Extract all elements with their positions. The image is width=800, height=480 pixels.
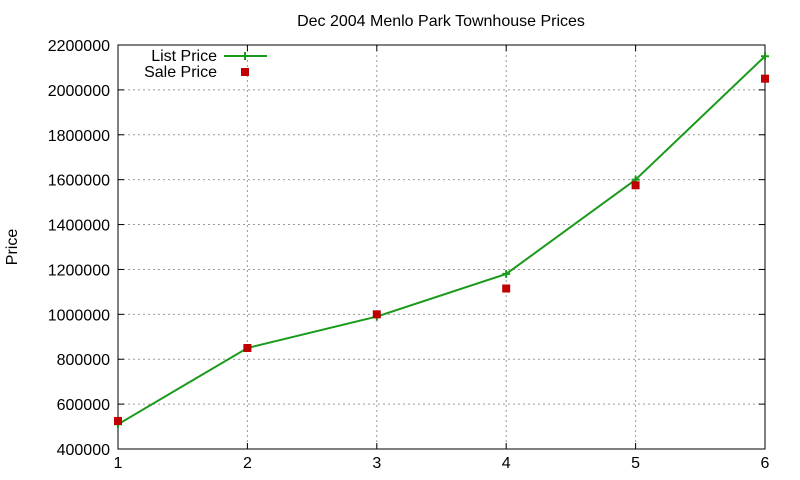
y-tick-label: 1800000 <box>48 128 110 145</box>
data-point <box>761 52 769 61</box>
data-point <box>761 74 769 83</box>
legend-label: Sale Price <box>144 64 217 81</box>
chart-title: Dec 2004 Menlo Park Townhouse Prices <box>297 13 585 30</box>
x-tick-label: 6 <box>761 455 770 472</box>
y-tick-label: 1200000 <box>48 262 110 279</box>
x-tick-label: 4 <box>502 455 511 472</box>
data-point <box>372 310 381 319</box>
y-tick-label: 600000 <box>57 397 110 414</box>
series-list-price <box>114 52 769 429</box>
y-tick-label: 800000 <box>57 352 110 369</box>
series-layer <box>114 52 769 429</box>
plot-frame <box>117 44 766 450</box>
y-tick-label: 1000000 <box>48 307 110 324</box>
legend-marker <box>241 52 249 60</box>
x-tick-label: 1 <box>114 455 123 472</box>
data-point <box>502 269 511 278</box>
series-line <box>117 55 766 426</box>
data-point <box>502 284 511 293</box>
y-tick-label: 2200000 <box>48 38 110 55</box>
axis-ticks: 1 2 3 4 5 6 400000 600000 800000 1000000 1200000 14… <box>48 38 770 472</box>
data-point <box>243 344 252 352</box>
data-point <box>631 181 640 190</box>
y-axis-label: Price <box>4 229 21 266</box>
legend-label: List Price <box>151 48 217 65</box>
legend-marker <box>241 68 249 76</box>
y-tick-label: 2000000 <box>48 83 110 100</box>
data-point <box>114 416 122 425</box>
x-tick-label: 2 <box>243 455 252 472</box>
grid <box>118 45 765 449</box>
x-tick-label: 5 <box>631 455 640 472</box>
y-tick-label: 400000 <box>57 442 110 459</box>
x-tick-label: 3 <box>372 455 381 472</box>
series-sale-price <box>114 74 769 425</box>
y-tick-label: 1600000 <box>48 173 110 190</box>
y-tick-label: 1400000 <box>48 218 110 235</box>
